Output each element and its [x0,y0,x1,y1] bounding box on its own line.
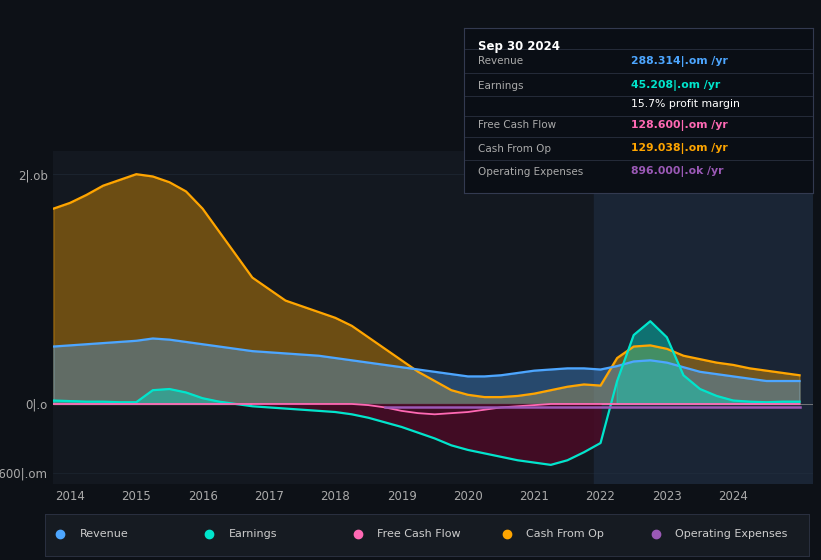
Text: 129.038|.om /yr: 129.038|.om /yr [631,143,728,154]
Text: Operating Expenses: Operating Expenses [675,529,787,539]
Text: Revenue: Revenue [80,529,128,539]
Text: Cash From Op: Cash From Op [478,143,551,153]
Text: Earnings: Earnings [228,529,277,539]
Text: Cash From Op: Cash From Op [526,529,604,539]
Text: 288.314|.om /yr: 288.314|.om /yr [631,55,728,67]
Text: Earnings: Earnings [478,81,523,91]
Text: 896.000|.ok /yr: 896.000|.ok /yr [631,166,724,177]
Text: 128.600|.om /yr: 128.600|.om /yr [631,120,728,131]
Text: Revenue: Revenue [478,56,523,66]
Text: Sep 30 2024: Sep 30 2024 [478,40,560,53]
Text: Free Cash Flow: Free Cash Flow [378,529,461,539]
Text: Free Cash Flow: Free Cash Flow [478,120,556,130]
Text: Operating Expenses: Operating Expenses [478,167,583,177]
Bar [594,151,813,484]
Text: 45.208|.om /yr: 45.208|.om /yr [631,80,721,91]
Text: 15.7% profit margin: 15.7% profit margin [631,99,741,109]
